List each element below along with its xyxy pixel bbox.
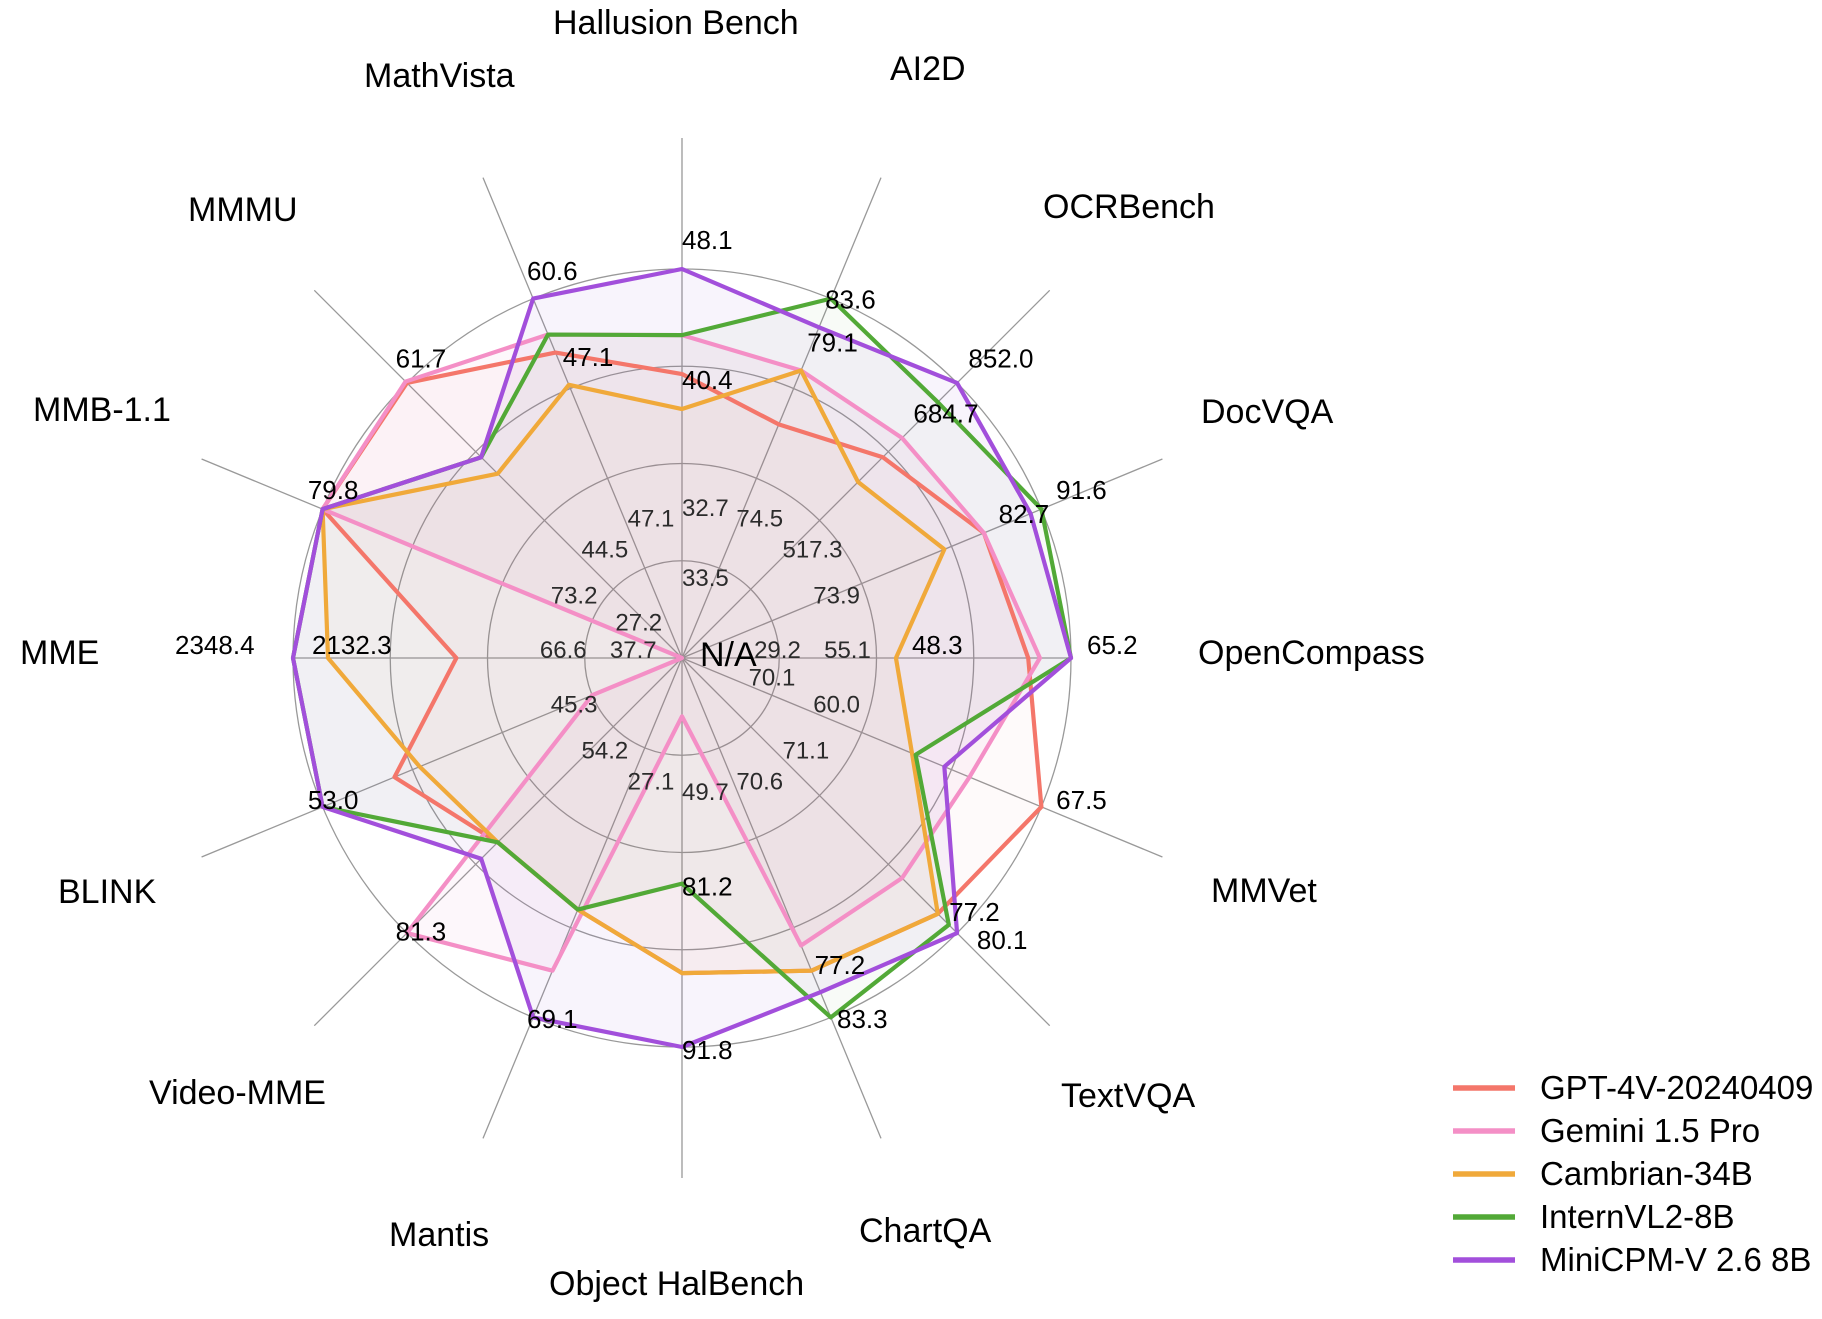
svg-text:MME: MME — [20, 634, 99, 672]
svg-text:MMMU: MMMU — [188, 191, 298, 229]
svg-text:Video-MME: Video-MME — [149, 1074, 326, 1112]
svg-text:InternVL2-8B: InternVL2-8B — [1540, 1198, 1734, 1235]
svg-text:80.1: 80.1 — [977, 925, 1028, 955]
svg-text:MiniCPM-V 2.6 8B: MiniCPM-V 2.6 8B — [1540, 1241, 1811, 1278]
svg-text:47.1: 47.1 — [563, 342, 614, 372]
svg-text:Object HalBench: Object HalBench — [549, 1265, 804, 1303]
svg-text:MathVista: MathVista — [364, 57, 515, 95]
svg-text:684.7: 684.7 — [913, 399, 978, 429]
svg-text:82.7: 82.7 — [999, 499, 1050, 529]
svg-text:91.6: 91.6 — [1056, 475, 1107, 505]
svg-text:40.4: 40.4 — [682, 365, 733, 395]
svg-text:83.3: 83.3 — [837, 1004, 888, 1034]
svg-text:60.6: 60.6 — [527, 256, 578, 286]
svg-text:2348.4: 2348.4 — [175, 630, 255, 660]
svg-text:54.2: 54.2 — [582, 737, 629, 764]
svg-text:83.6: 83.6 — [825, 285, 876, 315]
svg-text:DocVQA: DocVQA — [1201, 393, 1334, 431]
svg-text:Gemini 1.5 Pro: Gemini 1.5 Pro — [1540, 1112, 1760, 1149]
svg-text:48.1: 48.1 — [682, 225, 733, 255]
svg-text:73.2: 73.2 — [551, 583, 598, 610]
svg-text:74.5: 74.5 — [736, 506, 783, 533]
svg-text:48.3: 48.3 — [912, 630, 963, 660]
svg-text:TextVQA: TextVQA — [1061, 1077, 1195, 1115]
svg-text:GPT-4V-20240409: GPT-4V-20240409 — [1540, 1069, 1813, 1106]
svg-text:65.2: 65.2 — [1087, 630, 1138, 660]
svg-text:69.1: 69.1 — [527, 1004, 578, 1034]
svg-text:47.1: 47.1 — [628, 506, 675, 533]
svg-text:79.8: 79.8 — [308, 475, 359, 505]
svg-text:ChartQA: ChartQA — [859, 1212, 992, 1250]
svg-text:77.2: 77.2 — [949, 897, 1000, 927]
svg-text:79.1: 79.1 — [807, 328, 858, 358]
svg-text:Cambrian-34B: Cambrian-34B — [1540, 1155, 1753, 1192]
svg-text:60.0: 60.0 — [813, 691, 860, 718]
svg-text:OpenCompass: OpenCompass — [1198, 634, 1425, 672]
svg-text:55.1: 55.1 — [824, 637, 871, 664]
svg-text:2132.3: 2132.3 — [312, 630, 392, 660]
svg-text:81.3: 81.3 — [396, 916, 447, 946]
svg-text:44.5: 44.5 — [582, 537, 629, 564]
svg-text:AI2D: AI2D — [890, 50, 966, 88]
svg-text:33.5: 33.5 — [682, 565, 729, 592]
svg-text:OCRBench: OCRBench — [1043, 188, 1215, 226]
svg-text:Mantis: Mantis — [389, 1216, 489, 1254]
svg-text:BLINK: BLINK — [58, 873, 157, 911]
svg-text:73.9: 73.9 — [813, 583, 860, 610]
svg-text:91.8: 91.8 — [682, 1035, 733, 1065]
svg-text:MMVet: MMVet — [1211, 872, 1317, 910]
svg-text:53.0: 53.0 — [308, 785, 359, 815]
svg-text:29.2: 29.2 — [754, 637, 801, 664]
svg-text:37.7: 37.7 — [610, 637, 657, 664]
svg-text:32.7: 32.7 — [682, 495, 729, 522]
svg-text:27.1: 27.1 — [628, 768, 675, 795]
svg-text:N/A: N/A — [700, 636, 757, 674]
svg-text:81.2: 81.2 — [682, 872, 733, 902]
svg-text:66.6: 66.6 — [540, 637, 587, 664]
svg-text:45.3: 45.3 — [551, 691, 598, 718]
svg-text:49.7: 49.7 — [682, 779, 729, 806]
svg-text:Hallusion Bench: Hallusion Bench — [553, 4, 799, 42]
svg-text:517.3: 517.3 — [782, 537, 842, 564]
svg-text:77.2: 77.2 — [815, 950, 866, 980]
svg-text:27.2: 27.2 — [615, 609, 662, 636]
svg-text:67.5: 67.5 — [1056, 785, 1107, 815]
svg-text:MMB-1.1: MMB-1.1 — [33, 391, 171, 429]
svg-text:61.7: 61.7 — [396, 344, 447, 374]
svg-text:71.1: 71.1 — [782, 737, 829, 764]
svg-text:852.0: 852.0 — [968, 344, 1033, 374]
svg-text:70.6: 70.6 — [736, 768, 783, 795]
